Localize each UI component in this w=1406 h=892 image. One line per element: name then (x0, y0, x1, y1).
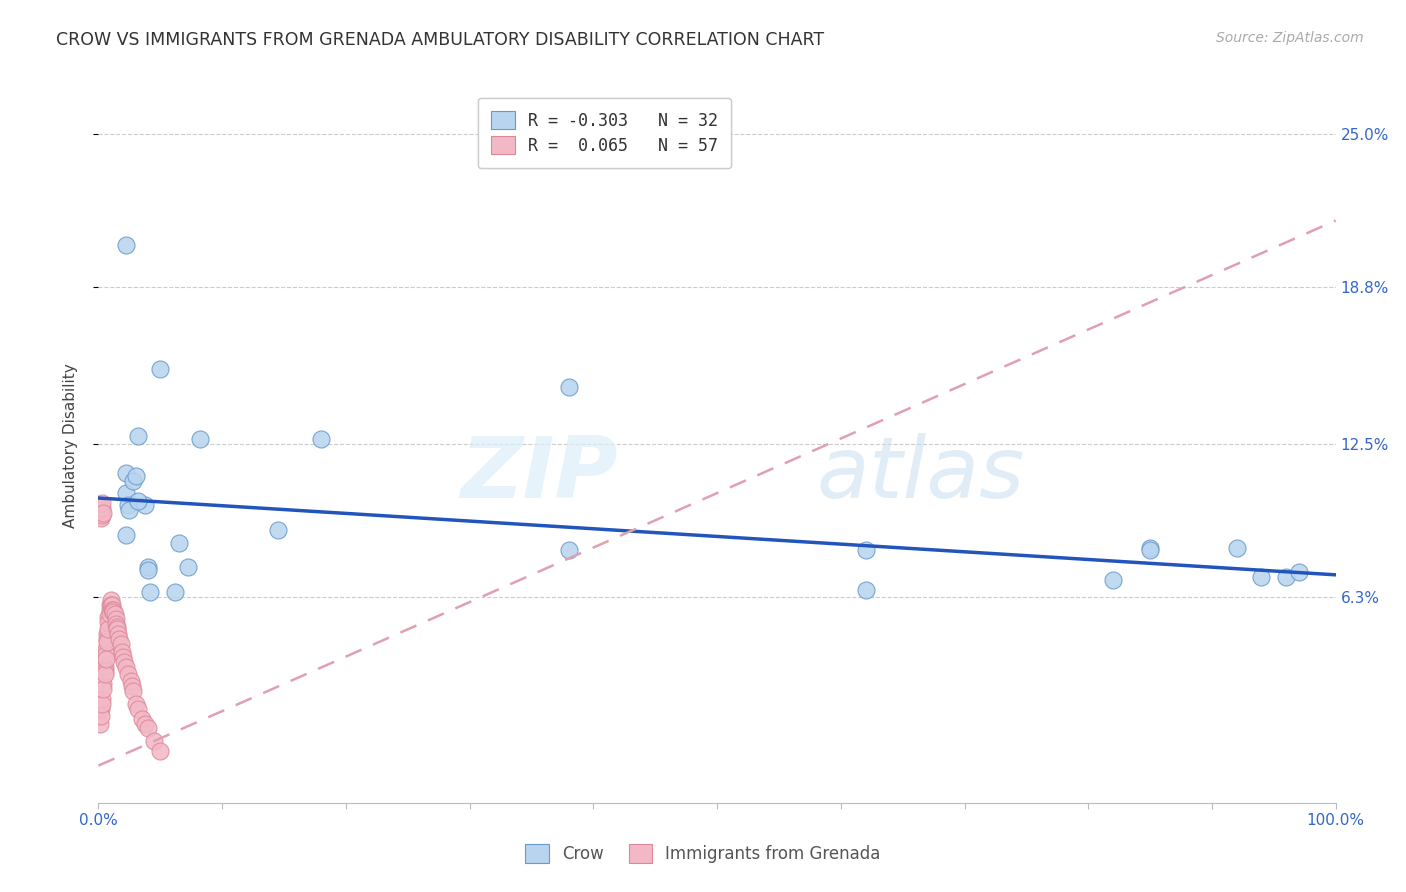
Point (1275, 570, 1298, 584)
Point (96, 627, 118, 641)
Text: CROW VS IMMIGRANTS FROM GRENADA AMBULATORY DISABILITY CORRELATION CHART: CROW VS IMMIGRANTS FROM GRENADA AMBULATO… (56, 31, 824, 49)
Point (111, 645, 134, 659)
Point (100, 592, 122, 607)
Point (90, 709, 112, 723)
Point (93, 681, 115, 696)
Point (114, 659, 136, 673)
Point (97, 615, 120, 629)
Text: Source: ZipAtlas.com: Source: ZipAtlas.com (1216, 31, 1364, 45)
Point (1139, 543, 1161, 558)
Point (100, 598, 122, 612)
Point (98, 598, 121, 612)
Point (114, 467, 136, 481)
Point (122, 684, 145, 698)
Point (131, 712, 153, 726)
Point (91, 496, 114, 510)
Point (167, 535, 190, 549)
Point (1102, 573, 1125, 587)
Point (112, 649, 135, 664)
Text: ZIP: ZIP (460, 433, 619, 516)
Point (176, 560, 198, 574)
Point (91, 697, 114, 711)
Point (267, 523, 290, 537)
Point (108, 632, 131, 647)
Text: atlas: atlas (815, 433, 1024, 516)
Point (103, 602, 125, 616)
Point (98, 607, 121, 622)
Point (114, 528, 136, 542)
Point (93, 665, 115, 679)
Y-axis label: Ambulatory Disability: Ambulatory Disability (63, 364, 77, 528)
Point (134, 499, 156, 513)
Point (139, 585, 162, 599)
Legend: Crow, Immigrants from Grenada: Crow, Immigrants from Grenada (513, 833, 893, 875)
Point (96, 632, 118, 647)
Point (1250, 570, 1272, 584)
Point (136, 563, 159, 577)
Point (114, 238, 136, 252)
Point (309, 432, 332, 446)
Point (97, 623, 120, 637)
Point (93, 659, 115, 673)
Legend: R = -0.303   N = 32, R =  0.065   N = 57: R = -0.303 N = 32, R = 0.065 N = 57 (478, 97, 731, 169)
Point (96, 634, 118, 648)
Point (114, 486, 136, 500)
Point (105, 623, 128, 637)
Point (112, 655, 135, 669)
Point (117, 667, 139, 681)
Point (98, 602, 121, 616)
Point (91, 691, 114, 706)
Point (124, 697, 146, 711)
Point (101, 602, 124, 616)
Point (91, 500, 114, 515)
Point (557, 543, 579, 558)
Point (134, 716, 156, 731)
Point (149, 744, 172, 758)
Point (97, 610, 120, 624)
Point (127, 493, 149, 508)
Point (107, 627, 129, 641)
Point (90, 701, 112, 715)
Point (94, 652, 117, 666)
Point (93, 677, 115, 691)
Point (90, 503, 112, 517)
Point (101, 598, 124, 612)
Point (110, 637, 132, 651)
Point (93, 667, 115, 681)
Point (120, 674, 142, 689)
Point (124, 468, 146, 483)
Point (855, 543, 877, 558)
Point (117, 499, 139, 513)
Point (855, 582, 877, 597)
Point (1139, 541, 1161, 555)
Point (127, 429, 149, 443)
Point (105, 620, 128, 634)
Point (136, 722, 159, 736)
Point (122, 474, 145, 488)
Point (90, 511, 112, 525)
Point (1288, 566, 1310, 580)
Point (91, 508, 114, 523)
Point (127, 701, 149, 715)
Point (165, 585, 187, 599)
Point (136, 560, 159, 574)
Point (121, 679, 143, 693)
Point (118, 503, 141, 517)
Point (103, 605, 125, 619)
Point (94, 647, 117, 661)
Point (557, 379, 579, 393)
Point (143, 734, 166, 748)
Point (104, 617, 127, 632)
Point (188, 432, 211, 446)
Point (93, 506, 115, 520)
Point (103, 607, 125, 622)
Point (149, 362, 172, 376)
Point (104, 612, 127, 626)
Point (89, 716, 111, 731)
Point (94, 642, 117, 657)
Point (1226, 541, 1249, 555)
